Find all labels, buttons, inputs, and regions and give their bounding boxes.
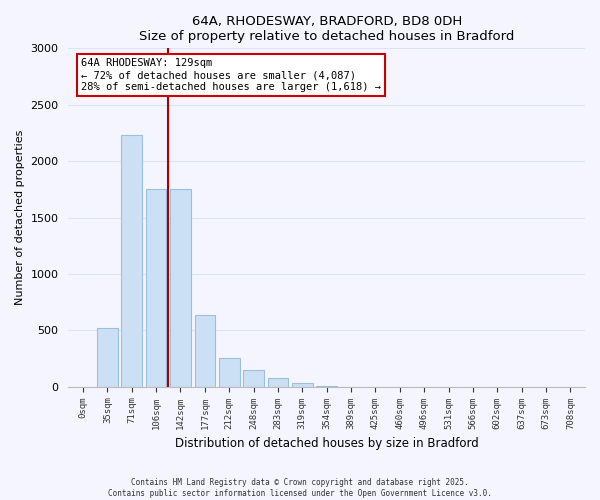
Text: Contains HM Land Registry data © Crown copyright and database right 2025.
Contai: Contains HM Land Registry data © Crown c… [108, 478, 492, 498]
Bar [219, 358, 239, 386]
Bar [170, 190, 191, 386]
X-axis label: Distribution of detached houses by size in Bradford: Distribution of detached houses by size … [175, 437, 479, 450]
Text: 64A RHODESWAY: 129sqm
← 72% of detached houses are smaller (4,087)
28% of semi-d: 64A RHODESWAY: 129sqm ← 72% of detached … [82, 58, 382, 92]
Y-axis label: Number of detached properties: Number of detached properties [15, 130, 25, 305]
Bar [292, 384, 313, 386]
Title: 64A, RHODESWAY, BRADFORD, BD8 0DH
Size of property relative to detached houses i: 64A, RHODESWAY, BRADFORD, BD8 0DH Size o… [139, 15, 514, 43]
Bar [194, 315, 215, 386]
Bar [268, 378, 289, 386]
Bar [121, 135, 142, 386]
Bar [97, 328, 118, 386]
Bar [243, 370, 264, 386]
Bar [146, 190, 166, 386]
